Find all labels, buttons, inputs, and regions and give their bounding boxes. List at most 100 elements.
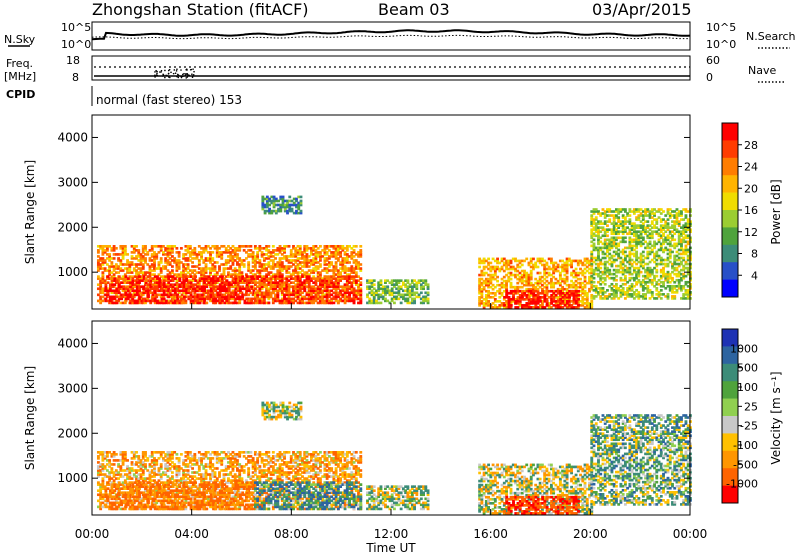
power-cell (139, 295, 143, 299)
power-cell (305, 249, 309, 252)
power-cell (370, 279, 374, 282)
power-cell (195, 271, 199, 274)
power-cell (332, 275, 336, 278)
power-cell (227, 301, 231, 305)
power-cell (233, 283, 237, 287)
power-cell (202, 259, 206, 262)
power-cell (330, 281, 334, 285)
power-cell (267, 265, 271, 268)
power-cell (230, 275, 233, 278)
power-cell (303, 301, 307, 305)
power-cell (552, 283, 556, 287)
power-cell (565, 265, 569, 269)
power-cell (325, 247, 329, 250)
power-cell (296, 245, 300, 248)
power-cell (99, 259, 103, 262)
power-cell (289, 293, 293, 297)
power-cell (230, 291, 233, 295)
power-cell (180, 293, 184, 297)
power-cell (249, 269, 253, 272)
power-cell (138, 295, 141, 299)
power-cell (283, 295, 286, 299)
power-cell (327, 289, 331, 293)
power-cell (305, 281, 309, 285)
power-cell (186, 259, 190, 262)
power-cell (187, 291, 191, 295)
power-cell (283, 277, 286, 280)
power-cell (532, 283, 535, 287)
power-cell (558, 287, 562, 291)
power-cell (280, 279, 284, 282)
power-cell (265, 197, 269, 201)
power-cell (509, 285, 513, 289)
power-cell (162, 283, 166, 287)
power-cell (307, 247, 311, 250)
power-cell (227, 251, 230, 254)
power-cell (350, 265, 354, 268)
power-cell (489, 277, 493, 281)
power-cell (341, 269, 345, 272)
power-cell (655, 286, 659, 290)
power-cell (233, 251, 237, 254)
power-cell (318, 257, 322, 260)
power-cell (212, 293, 215, 297)
power-cell (554, 265, 558, 269)
power-cell (247, 267, 251, 270)
power-cell (532, 263, 535, 267)
power-cell (583, 289, 587, 293)
power-cell (498, 291, 502, 295)
power-cell (262, 269, 266, 272)
power-cell (327, 281, 331, 285)
power-cell (372, 299, 376, 303)
power-cell (205, 277, 209, 280)
power-cell (312, 297, 316, 301)
power-cell (229, 281, 233, 285)
power-cell (213, 247, 217, 250)
power-cell (234, 297, 238, 301)
power-cell (96, 261, 100, 264)
power-cell (193, 297, 197, 301)
power-cell (220, 255, 224, 258)
power-cell (516, 263, 520, 267)
power-cell (225, 289, 229, 293)
power-cell (350, 291, 354, 295)
power-cell (247, 283, 251, 287)
power-cell (220, 283, 224, 287)
power-cell (173, 277, 177, 280)
power-cell (498, 269, 502, 273)
power-cell (377, 289, 381, 293)
nave-dot (155, 74, 158, 76)
power-cell (263, 205, 267, 209)
power-cell (330, 253, 334, 256)
power-cell (223, 281, 227, 285)
power-cell (231, 249, 235, 252)
power-cell (579, 289, 582, 293)
power-cell (561, 263, 565, 267)
power-cell (529, 277, 533, 281)
power-cell (565, 257, 569, 261)
power-cell (112, 267, 116, 270)
power-cell (375, 289, 378, 293)
power-cell (288, 207, 292, 211)
power-cell (301, 253, 304, 256)
power-cell (245, 279, 249, 282)
power-cell (130, 261, 134, 264)
power-cell (292, 271, 295, 274)
power-cell (305, 291, 309, 295)
power-cell (277, 203, 280, 207)
power-cell (583, 297, 587, 301)
power-cell (496, 306, 499, 309)
power-cell (543, 271, 547, 275)
power-cell (493, 259, 497, 263)
power-cell (186, 257, 190, 260)
power-cell (99, 257, 103, 260)
power-cell (336, 245, 340, 248)
power-cell (101, 253, 105, 256)
power-cell (262, 295, 266, 299)
power-cell (120, 293, 123, 297)
power-cell (366, 293, 369, 297)
power-cell (354, 253, 358, 256)
power-cell (119, 253, 123, 256)
power-cell (478, 261, 482, 265)
power-cell (314, 293, 318, 297)
